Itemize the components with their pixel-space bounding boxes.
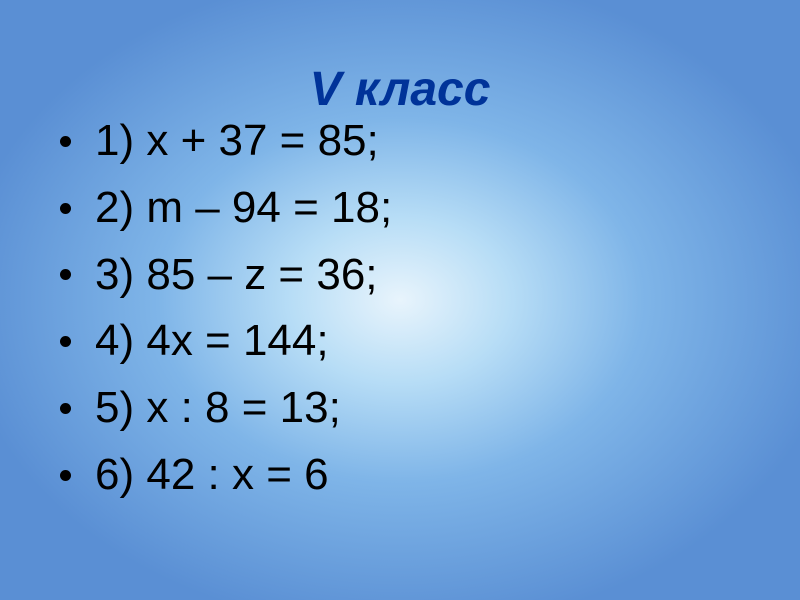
- list-item-text: 3) 85 – z = 36;: [95, 249, 378, 302]
- bullet-icon: [60, 136, 71, 147]
- list-item-text: 1) x + 37 = 85;: [95, 115, 379, 168]
- list-item: 3) 85 – z = 36;: [60, 249, 392, 302]
- bullet-icon: [60, 336, 71, 347]
- equation-list: 1) x + 37 = 85; 2) m – 94 = 18; 3) 85 – …: [60, 115, 392, 516]
- list-item: 4) 4x = 144;: [60, 315, 392, 368]
- list-item: 1) x + 37 = 85;: [60, 115, 392, 168]
- bullet-icon: [60, 470, 71, 481]
- bullet-icon: [60, 403, 71, 414]
- list-item-text: 2) m – 94 = 18;: [95, 182, 392, 235]
- bullet-icon: [60, 269, 71, 280]
- list-item-text: 6) 42 : x = 6: [95, 449, 329, 502]
- list-item-text: 4) 4x = 144;: [95, 315, 329, 368]
- list-item-text: 5) x : 8 = 13;: [95, 382, 341, 435]
- slide: V класс 1) x + 37 = 85; 2) m – 94 = 18; …: [0, 0, 800, 600]
- list-item: 5) x : 8 = 13;: [60, 382, 392, 435]
- bullet-icon: [60, 203, 71, 214]
- list-item: 2) m – 94 = 18;: [60, 182, 392, 235]
- slide-title: V класс: [0, 62, 800, 117]
- list-item: 6) 42 : x = 6: [60, 449, 392, 502]
